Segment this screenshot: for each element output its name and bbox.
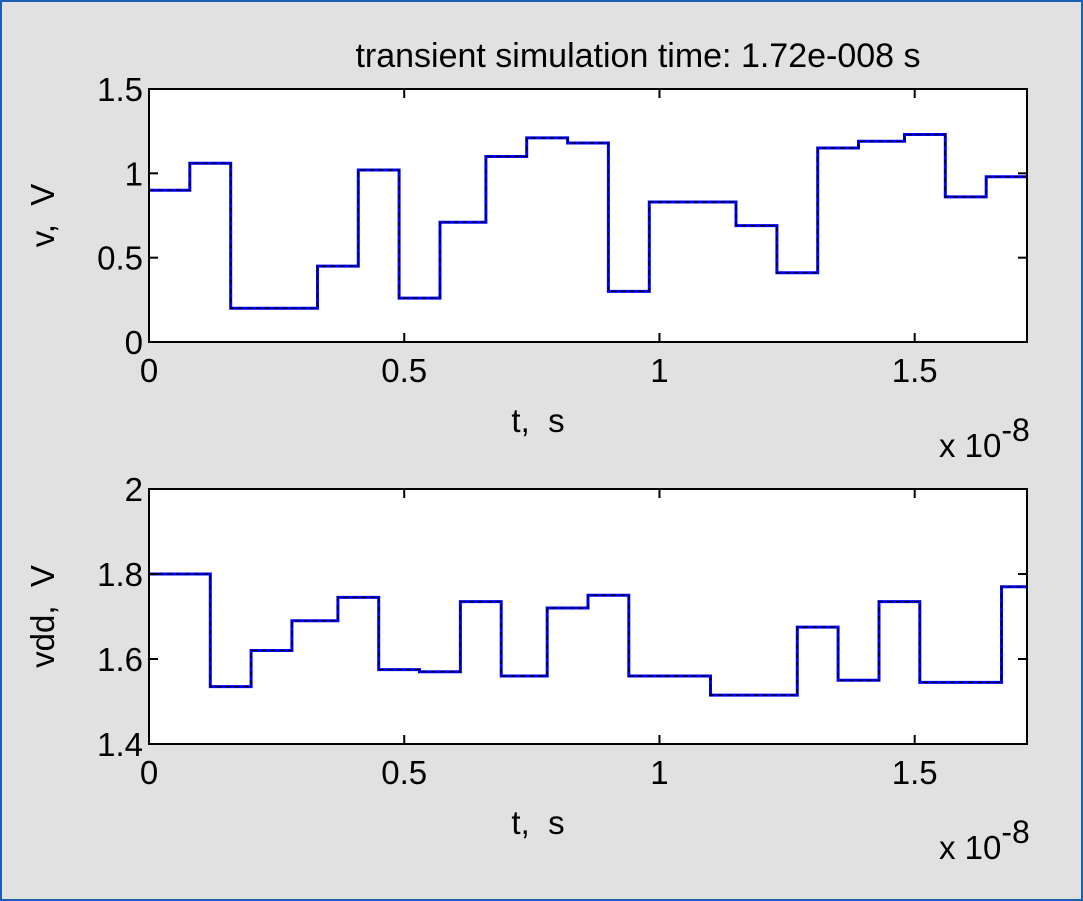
y-tick-label: 0.5 (97, 240, 143, 277)
x-tick-label: 0.5 (381, 352, 427, 389)
x-tick-label: 1 (650, 352, 668, 389)
y-tick-label: 1.8 (97, 556, 143, 593)
x-tick-label: 1 (650, 754, 668, 791)
x-axis-multiplier: x 10-8 (939, 412, 1030, 464)
y-axis-label: vdd, V (24, 565, 61, 668)
plots-group: 0 0.5 1 1.5 0 0.5 1 1.5 t, s v, V x 10-8 0 0.5 1 1.5 1.… (24, 71, 1030, 866)
x-axis-multiplier: x 10-8 (939, 814, 1030, 866)
y-tick-label: 2 (125, 471, 143, 508)
x-tick-label: 0 (140, 754, 158, 791)
x-axis-label: t, s (511, 804, 564, 841)
y-tick-label: 1.4 (97, 726, 143, 763)
x-tick-label: 0 (140, 352, 158, 389)
x-tick-label: 1.5 (892, 352, 938, 389)
y-tick-label: 1.5 (97, 71, 143, 108)
x-tick-label: 1.5 (892, 754, 938, 791)
axes-frame (148, 88, 1028, 343)
y-tick-label: 1 (125, 155, 143, 192)
x-tick-label: 0.5 (381, 754, 427, 791)
reference-trace-line (149, 133, 1027, 309)
y-tick-label: 0 (125, 324, 143, 361)
axes-background (149, 89, 1027, 342)
y-axis-label: v, V (24, 184, 61, 248)
axes-frame (148, 488, 1028, 745)
reference-trace-line (149, 573, 1027, 696)
axes-background (149, 489, 1027, 744)
figure-title: transient simulation time: 1.72e-008 s (355, 37, 920, 75)
y-tick-label: 1.6 (97, 641, 143, 678)
subplot-2: 0 0.5 1 1.5 1.4 1.6 1.8 2 t, s vdd, V x 10-8 (24, 471, 1030, 866)
x-axis-label: t, s (511, 402, 564, 439)
subplot-1: 0 0.5 1 1.5 0 0.5 1 1.5 t, s v, V x 10-8 (24, 71, 1030, 464)
